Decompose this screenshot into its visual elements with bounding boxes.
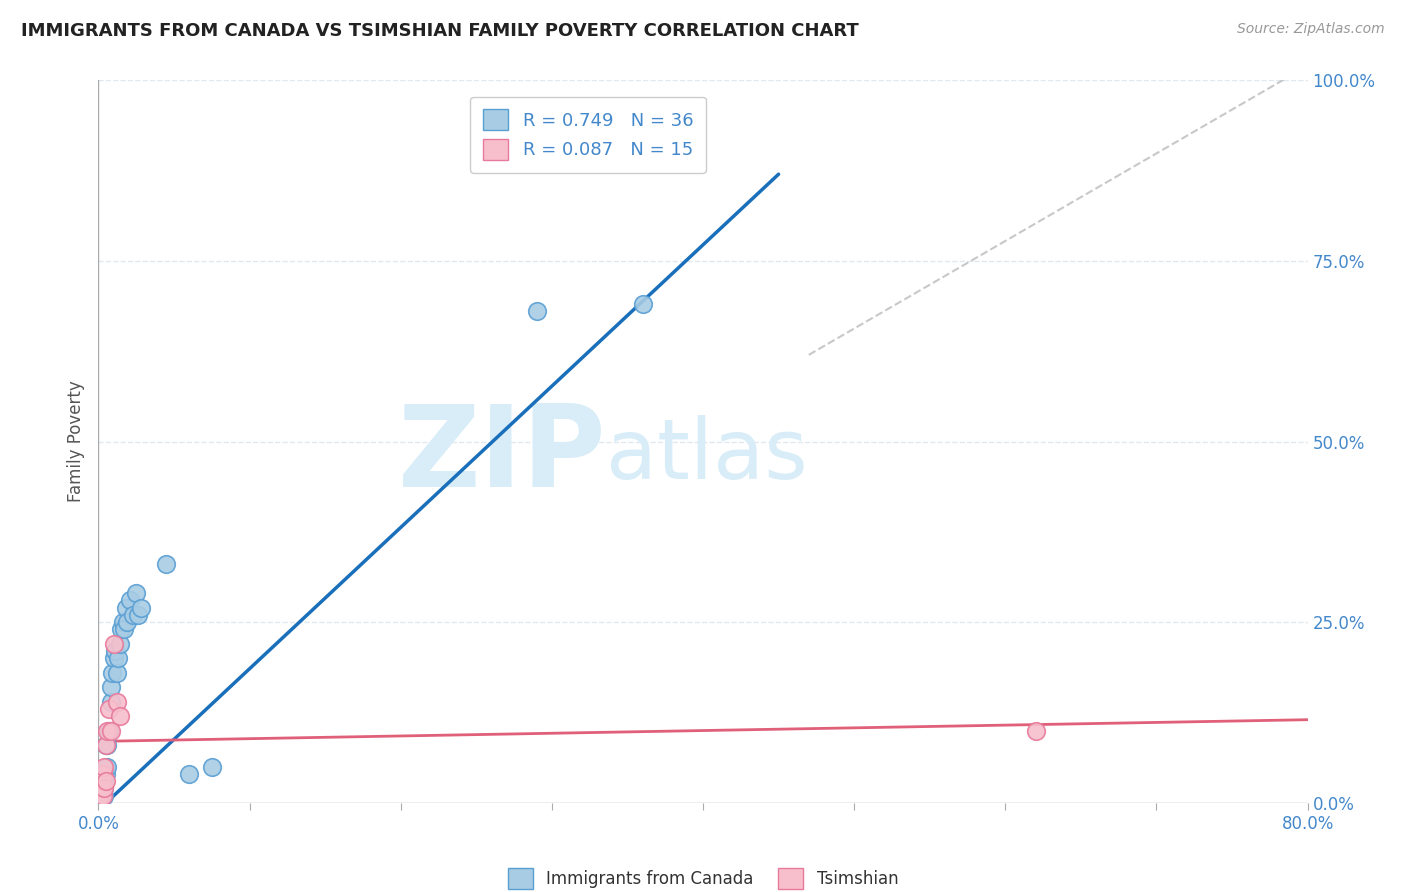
Point <box>96 738 118 752</box>
Point <box>122 607 145 622</box>
Point <box>127 607 149 622</box>
Point <box>100 695 122 709</box>
Point <box>120 593 142 607</box>
Point <box>98 723 121 738</box>
Point <box>94 767 117 781</box>
Point <box>129 600 152 615</box>
Point <box>91 789 114 803</box>
Point <box>98 702 121 716</box>
Point <box>89 781 111 796</box>
Point <box>114 600 136 615</box>
Point <box>100 723 122 738</box>
Point <box>91 767 114 781</box>
Point <box>112 623 135 637</box>
Point <box>94 774 117 789</box>
Point <box>93 760 115 774</box>
Text: IMMIGRANTS FROM CANADA VS TSIMSHIAN FAMILY POVERTY CORRELATION CHART: IMMIGRANTS FROM CANADA VS TSIMSHIAN FAMI… <box>21 22 859 40</box>
Point <box>100 680 122 694</box>
Point <box>108 637 131 651</box>
Point <box>93 781 115 796</box>
Point <box>155 558 177 572</box>
Point <box>111 615 134 630</box>
Point <box>526 304 548 318</box>
Text: atlas: atlas <box>606 416 808 497</box>
Point <box>91 789 114 803</box>
Text: ZIP: ZIP <box>398 401 606 511</box>
Y-axis label: Family Poverty: Family Poverty <box>67 381 86 502</box>
Point <box>96 760 118 774</box>
Point <box>103 637 125 651</box>
Point <box>108 709 131 723</box>
Point <box>105 695 128 709</box>
Point <box>93 789 115 803</box>
Point <box>93 781 115 796</box>
Point <box>101 665 124 680</box>
Point <box>110 623 132 637</box>
Point <box>94 738 117 752</box>
Point <box>179 767 201 781</box>
Point <box>90 789 112 803</box>
Point <box>105 665 128 680</box>
Point <box>90 774 112 789</box>
Point <box>631 297 654 311</box>
Point <box>115 615 138 630</box>
Point <box>89 789 111 803</box>
Point <box>90 781 112 796</box>
Point <box>1024 723 1046 738</box>
Point <box>125 586 148 600</box>
Point <box>107 651 129 665</box>
Legend: Immigrants from Canada, Tsimshian: Immigrants from Canada, Tsimshian <box>501 862 905 892</box>
Point <box>91 781 114 796</box>
Point <box>94 738 117 752</box>
Text: Source: ZipAtlas.com: Source: ZipAtlas.com <box>1237 22 1385 37</box>
Point <box>201 760 224 774</box>
Point <box>104 644 127 658</box>
Point <box>96 723 118 738</box>
Point <box>93 774 115 789</box>
Point <box>103 651 125 665</box>
